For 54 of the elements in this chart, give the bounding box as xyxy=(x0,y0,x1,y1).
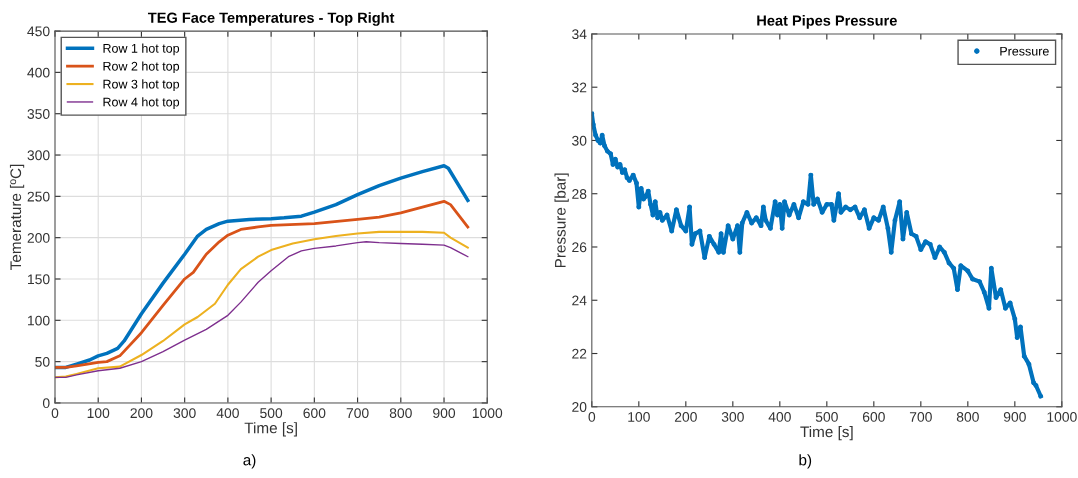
legend-label: Row 3 hot top xyxy=(103,79,180,92)
y-axis-title: Pressure [bar] xyxy=(554,173,569,268)
legend-label: Pressure xyxy=(1000,46,1049,56)
y-tick-label: 200 xyxy=(27,233,50,243)
x-tick-label: 400 xyxy=(768,412,791,422)
line-series xyxy=(54,199,470,369)
text: a) xyxy=(243,454,256,469)
y-tick-label: 26 xyxy=(572,242,587,253)
x-tick-label: 600 xyxy=(862,412,885,422)
y-tick-label: 400 xyxy=(27,67,50,78)
y-tick-label: 450 xyxy=(27,26,50,37)
legend-label: Row 4 hot top xyxy=(103,97,180,109)
x-tick-label: 1000 xyxy=(1047,412,1077,422)
x-tick-label: 1000 xyxy=(472,408,503,419)
x-tick-label: 300 xyxy=(721,412,744,422)
y-tick-label: 300 xyxy=(27,150,50,161)
y-axis-title: Temerature [ºC] xyxy=(9,164,25,270)
x-tick-label: 100 xyxy=(87,408,110,419)
x-tick-label: 800 xyxy=(389,408,412,419)
y-tick-label: 32 xyxy=(572,82,587,93)
x-tick-label: 200 xyxy=(674,412,697,422)
x-tick-label: 0 xyxy=(51,408,59,419)
x-tick-label: 800 xyxy=(956,412,979,422)
y-tick-label: 150 xyxy=(28,274,50,285)
x-axis-title: Time [s] xyxy=(244,422,297,437)
legend-label: Row 2 hot top xyxy=(103,61,180,74)
y-tick-label: 24 xyxy=(572,295,587,306)
x-tick-label: 900 xyxy=(433,408,456,419)
x-tick-label: 300 xyxy=(173,408,196,419)
y-tick-label: 350 xyxy=(27,109,50,119)
x-axis-title: Time [s] xyxy=(800,425,853,441)
chart-title: TEG Face Temperatures - Top Right xyxy=(147,12,395,26)
y-tick-label: 30 xyxy=(572,135,587,146)
x-tick-label: 500 xyxy=(260,408,283,419)
text: b) xyxy=(799,454,812,469)
x-tick-label: 700 xyxy=(909,412,932,422)
x-tick-label: 100 xyxy=(628,412,650,422)
x-tick-label: 200 xyxy=(130,408,153,419)
y-tick-label: 100 xyxy=(28,315,50,326)
y-tick-label: 0 xyxy=(42,398,50,409)
x-tick-label: 600 xyxy=(303,408,326,419)
x-tick-label: 0 xyxy=(588,412,596,422)
legend-label: Row 1 hot top xyxy=(103,43,180,56)
x-tick-label: 500 xyxy=(815,412,838,422)
x-tick-label: 900 xyxy=(1003,412,1026,422)
y-tick-label: 28 xyxy=(572,189,587,199)
y-tick-label: 34 xyxy=(572,29,587,40)
chart-title: Heat Pipes Pressure xyxy=(757,15,897,29)
x-tick-label: 400 xyxy=(216,408,239,419)
y-tick-label: 50 xyxy=(35,356,50,367)
y-tick-label: 22 xyxy=(572,348,587,359)
x-tick-label: 700 xyxy=(346,408,369,419)
y-tick-label: 20 xyxy=(572,402,587,412)
y-tick-label: 250 xyxy=(27,191,50,202)
